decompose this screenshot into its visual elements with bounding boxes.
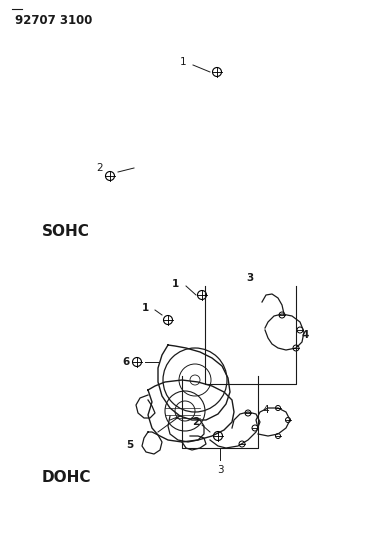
Text: 1: 1	[180, 57, 187, 67]
Text: 3: 3	[246, 273, 254, 283]
Text: 5: 5	[126, 440, 134, 450]
Text: 3: 3	[217, 465, 223, 475]
Text: 6: 6	[122, 357, 130, 367]
Text: 92707 3100: 92707 3100	[15, 14, 92, 27]
Text: 4: 4	[263, 405, 269, 415]
Text: 1: 1	[171, 279, 179, 289]
Text: SOHC: SOHC	[42, 224, 90, 239]
Text: 2: 2	[97, 163, 103, 173]
Text: 1: 1	[142, 303, 149, 313]
Text: DOHC: DOHC	[42, 471, 91, 486]
Text: 2: 2	[192, 417, 200, 427]
Text: 4: 4	[301, 330, 308, 340]
